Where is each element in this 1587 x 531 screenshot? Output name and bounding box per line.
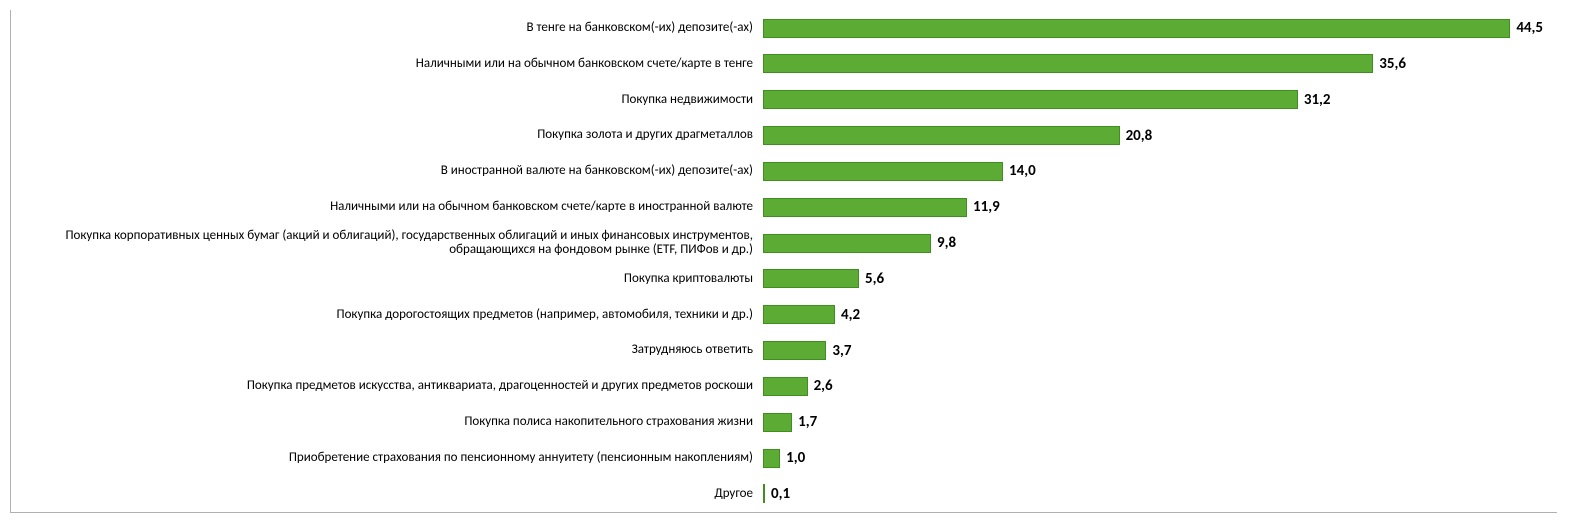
bar-zone: 1,7 [763,408,1543,436]
bar [763,162,1003,181]
bar-label: Покупка полиса накопительного страховани… [11,415,763,429]
bar [763,484,765,503]
bar-label: Приобретение страхования по пенсионному … [11,451,763,465]
bar-value: 14,0 [1009,162,1036,180]
bar [763,126,1120,145]
bar-zone: 44,5 [763,14,1543,42]
bar-label: Покупка предметов искусства, антиквариат… [11,379,763,393]
bar-row: Наличными или на обычном банковском счет… [11,193,1557,221]
bar [763,269,859,288]
bar-row: Приобретение страхования по пенсионному … [11,444,1557,472]
bar [763,234,931,253]
bar [763,377,808,396]
bar [763,90,1298,109]
bar-zone: 9,8 [763,229,1543,257]
bar-value: 20,8 [1126,127,1153,145]
bar [763,54,1373,73]
chart-container: В тенге на банковском(-их) депозите(-ах)… [0,0,1587,531]
bar-label: Покупка золота и других драгметаллов [11,128,763,142]
bar [763,341,826,360]
bar-zone: 1,0 [763,444,1543,472]
bar-label: Наличными или на обычном банковском счет… [11,57,763,71]
bar-rows: В тенге на банковском(-их) депозите(-ах)… [11,14,1557,508]
bar-row: Другое 0,1 [11,480,1557,508]
bar-label: Затрудняюсь ответить [11,343,763,357]
bar-zone: 5,6 [763,265,1543,293]
bar-zone: 4,2 [763,301,1543,329]
bar-value: 4,2 [841,306,860,324]
bar-value: 0,1 [771,485,790,503]
bar-label: Покупка недвижимости [11,93,763,107]
bar-label: Покупка криптовалюты [11,272,763,286]
bar [763,413,792,432]
bar [763,198,967,217]
bar-value: 44,5 [1516,19,1543,37]
bar-row: Покупка корпоративных ценных бумаг (акци… [11,229,1557,257]
bar-label: В иностранной валюте на банковском(-их) … [11,164,763,178]
bar-row: Покупка предметов искусства, антиквариат… [11,372,1557,400]
bar-value: 9,8 [937,234,956,252]
bar-zone: 11,9 [763,193,1543,221]
bar-zone: 31,2 [763,86,1543,114]
bar-row: Покупка полиса накопительного страховани… [11,408,1557,436]
bar-value: 3,7 [832,342,851,360]
bar-row: Наличными или на обычном банковском счет… [11,50,1557,78]
bar-row: Покупка золота и других драгметаллов 20,8 [11,122,1557,150]
bar [763,449,780,468]
plot-area: В тенге на банковском(-их) депозите(-ах)… [10,10,1557,513]
bar-row: Затрудняюсь ответить 3,7 [11,337,1557,365]
bar-zone: 0,1 [763,480,1543,508]
bar [763,19,1510,38]
bar-row: В иностранной валюте на банковском(-их) … [11,157,1557,185]
bar-value: 5,6 [865,270,884,288]
bar-zone: 2,6 [763,372,1543,400]
bar-zone: 20,8 [763,122,1543,150]
bar-label: В тенге на банковском(-их) депозите(-ах) [11,21,763,35]
bar-value: 1,7 [798,413,817,431]
bar-value: 1,0 [786,449,805,467]
bar-value: 11,9 [973,198,1000,216]
bar-row: Покупка криптовалюты 5,6 [11,265,1557,293]
bar-row: Покупка дорогостоящих предметов (наприме… [11,301,1557,329]
bar-label: Покупка дорогостоящих предметов (наприме… [11,308,763,322]
bar-zone: 3,7 [763,337,1543,365]
bar-label: Другое [11,487,763,501]
bar-zone: 35,6 [763,50,1543,78]
bar-value: 31,2 [1304,91,1331,109]
bar-label: Покупка корпоративных ценных бумаг (акци… [11,229,763,258]
bar-label: Наличными или на обычном банковском счет… [11,200,763,214]
bar-value: 35,6 [1379,55,1406,73]
bar [763,305,835,324]
bar-row: В тенге на банковском(-их) депозите(-ах)… [11,14,1557,42]
bar-row: Покупка недвижимости 31,2 [11,86,1557,114]
bar-zone: 14,0 [763,157,1543,185]
bar-value: 2,6 [814,377,833,395]
